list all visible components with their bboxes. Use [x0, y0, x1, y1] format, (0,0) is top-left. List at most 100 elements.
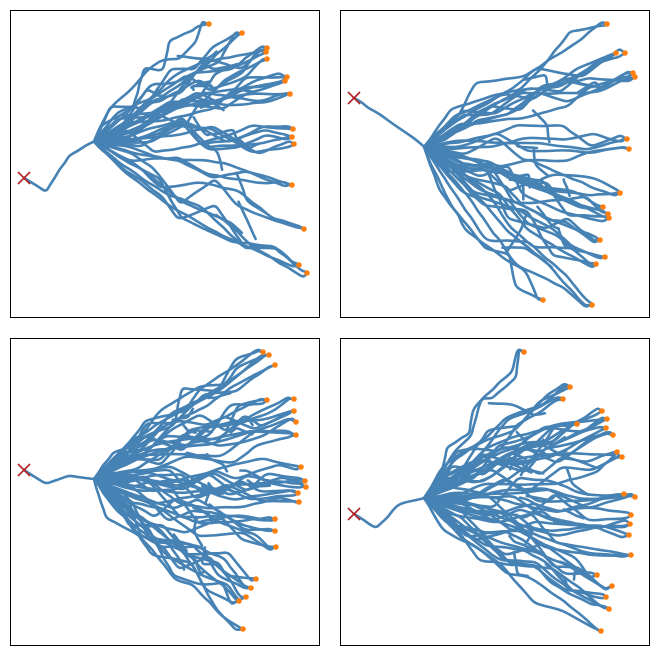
dot-marker-icon	[600, 204, 606, 210]
dot-marker-icon	[239, 30, 245, 36]
branch-path	[422, 137, 629, 151]
branch-path	[92, 140, 306, 231]
dot-marker-icon	[626, 532, 632, 538]
branch-path	[525, 494, 555, 502]
dot-marker-icon	[624, 136, 630, 142]
branch-path	[172, 533, 188, 553]
dot-marker-icon	[593, 261, 599, 267]
branch-path	[422, 496, 599, 577]
panel-bottom-left	[10, 338, 320, 646]
dot-marker-icon	[298, 464, 304, 470]
dot-marker-icon	[291, 396, 297, 402]
dot-marker-icon	[540, 297, 546, 303]
dot-marker-icon	[521, 349, 527, 355]
dot-marker-icon	[597, 237, 603, 243]
branch-path	[229, 427, 254, 436]
panel-bottom-right	[340, 338, 650, 646]
branch-path	[92, 477, 277, 522]
network-plot	[17, 20, 310, 278]
dot-marker-icon	[599, 408, 605, 414]
branch-path	[92, 140, 294, 188]
terminal-dots	[206, 21, 310, 276]
branch-path	[487, 401, 535, 417]
branch-path	[533, 181, 558, 197]
dot-marker-icon	[260, 349, 266, 355]
x-marker-icon	[347, 91, 361, 105]
dot-marker-icon	[263, 49, 269, 55]
branch-path	[208, 503, 229, 519]
branch-path	[422, 496, 611, 611]
branch-path	[192, 555, 206, 575]
dot-marker-icon	[236, 598, 242, 604]
branch-path	[565, 467, 590, 496]
dot-marker-icon	[248, 585, 254, 591]
branch-path	[422, 496, 603, 633]
dot-marker-icon	[253, 576, 259, 582]
branch-path	[92, 92, 292, 143]
dot-marker-icon	[574, 421, 580, 427]
branch-path	[237, 200, 257, 241]
branch-paths	[352, 348, 637, 633]
dot-marker-icon	[273, 544, 279, 550]
branch-path	[422, 145, 598, 266]
branch-path	[576, 81, 603, 94]
branch-path	[235, 171, 268, 215]
branch-path	[518, 496, 541, 509]
branch-path	[422, 132, 629, 151]
branch-path	[422, 145, 598, 266]
dot-marker-icon	[272, 362, 278, 368]
branch-path	[92, 477, 245, 632]
branch-path	[515, 513, 540, 531]
dot-marker-icon	[602, 254, 608, 260]
branch-path	[422, 51, 618, 148]
branch-path	[92, 140, 309, 278]
panel-top-right	[340, 10, 650, 318]
dot-marker-icon	[614, 449, 620, 455]
network-plot	[347, 21, 638, 308]
branch-path	[92, 477, 253, 590]
branch-path	[523, 524, 534, 545]
dot-marker-icon	[289, 182, 295, 188]
dot-marker-icon	[610, 432, 616, 438]
branch-path	[177, 429, 214, 442]
branch-path	[352, 496, 426, 529]
x-marker-stroke	[347, 91, 361, 105]
dot-marker-icon	[282, 78, 288, 84]
network-plot	[347, 348, 638, 634]
branch-path	[422, 349, 526, 500]
branch-path	[92, 31, 244, 143]
branch-path	[239, 469, 266, 482]
branch-path	[92, 75, 289, 143]
branch-path	[531, 109, 551, 144]
branch-paths	[22, 348, 308, 632]
branch-path	[92, 140, 306, 231]
branch-path	[92, 477, 277, 533]
dot-marker-icon	[603, 425, 609, 431]
branch-path	[422, 496, 614, 591]
dot-marker-icon	[302, 478, 308, 484]
dot-marker-icon	[303, 484, 309, 490]
branch-path	[200, 546, 219, 566]
branch-path	[512, 550, 529, 578]
branch-path	[422, 145, 594, 308]
dot-marker-icon	[264, 397, 270, 403]
branch-path	[92, 48, 268, 143]
terminal-dots	[236, 349, 309, 632]
dot-marker-icon	[272, 516, 278, 522]
branch-path	[422, 145, 594, 307]
branch-path	[422, 453, 624, 500]
branch-path	[562, 178, 571, 198]
branch-path	[92, 468, 308, 499]
branch-path	[92, 140, 309, 275]
branch-path	[92, 477, 277, 533]
branch-path	[422, 348, 526, 500]
branch-path	[422, 71, 635, 148]
dot-marker-icon	[289, 134, 295, 140]
branch-path	[506, 451, 527, 464]
branch-path	[422, 123, 629, 149]
branch-path	[92, 363, 277, 481]
dot-marker-icon	[296, 262, 302, 268]
branch-path	[541, 435, 567, 447]
branch-path	[533, 510, 556, 523]
branch-path	[501, 246, 553, 269]
